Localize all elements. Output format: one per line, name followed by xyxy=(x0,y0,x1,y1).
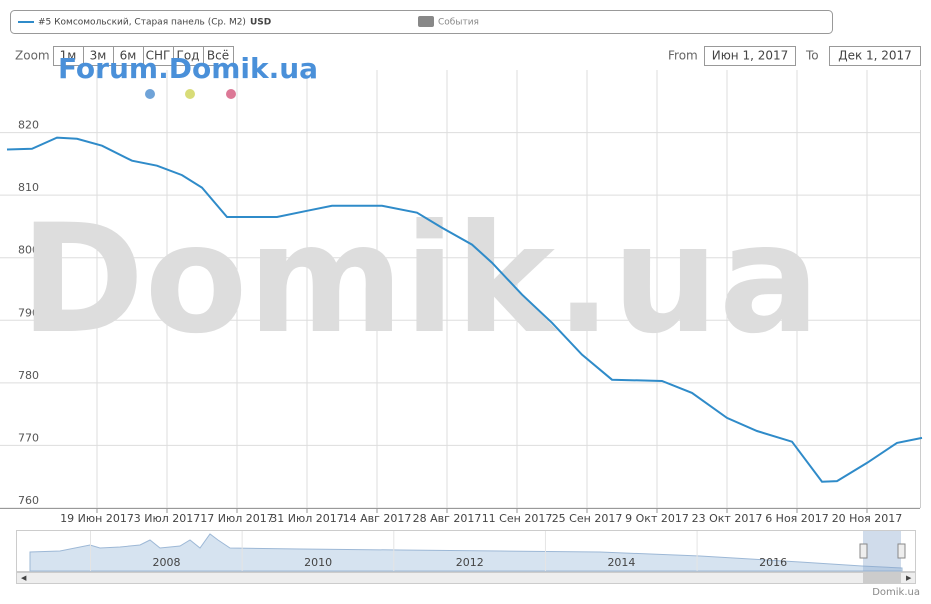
y-tick-label: 770 xyxy=(18,431,39,444)
x-tick-label: 28 Авг 2017 xyxy=(413,512,482,525)
x-tick-label: 20 Ноя 2017 xyxy=(832,512,903,525)
navigator-axis: 2008 2010 2012 2014 2016 xyxy=(89,531,787,571)
zoom-button-label: 1м xyxy=(60,49,77,63)
legend-label[interactable]: #5 Комсомольский, Старая панель (Ср. М2) xyxy=(38,18,246,28)
navigator-tick-label: 2010 xyxy=(304,556,332,569)
dot xyxy=(145,89,155,99)
to-label: To xyxy=(805,49,819,63)
navigator-series xyxy=(29,533,903,572)
x-tick-label: 31 Июл 2017 xyxy=(270,512,344,525)
y-tick-label: 790 xyxy=(18,306,39,319)
x-tick-label: 17 Июл 2017 xyxy=(200,512,274,525)
dot xyxy=(226,89,236,99)
events-label[interactable]: События xyxy=(438,18,479,28)
from-value[interactable]: Июн 1, 2017 xyxy=(712,49,789,63)
zoom-button-label: 3м xyxy=(90,49,107,63)
from-input[interactable] xyxy=(704,46,796,66)
x-tick-label: 11 Сен 2017 xyxy=(482,512,553,525)
scrollbar[interactable] xyxy=(16,572,916,584)
zoom-buttons: 1м 3м 6м СНГ Год Всё xyxy=(53,46,234,66)
forum-watermark: Forum.Domik.ua xyxy=(58,52,318,85)
zoom-button-label: Год xyxy=(177,49,200,63)
navigator-handle[interactable] xyxy=(859,543,868,559)
scrollbar-thumb[interactable] xyxy=(863,573,901,583)
y-tick-label: 820 xyxy=(18,119,39,132)
navigator-tick-label: 2016 xyxy=(759,556,787,569)
zoom-button-label: СНГ xyxy=(146,49,171,63)
from-label: From xyxy=(668,49,698,63)
navigator-selection[interactable] xyxy=(863,531,901,571)
events-swatch xyxy=(418,16,434,27)
dot xyxy=(185,89,195,99)
navigator-tick-label: 2008 xyxy=(152,556,180,569)
legend-unit: USD xyxy=(250,18,271,28)
to-value[interactable]: Дек 1, 2017 xyxy=(838,49,912,63)
scroll-right[interactable]: ▶ xyxy=(906,574,912,582)
x-tick-label: 6 Ноя 2017 xyxy=(765,512,829,525)
navigator-handle[interactable] xyxy=(897,543,906,559)
zoom-button-label: 6м xyxy=(120,49,137,63)
x-tick-label: 23 Окт 2017 xyxy=(692,512,763,525)
y-tick-label: 780 xyxy=(18,369,39,382)
plot xyxy=(6,136,923,483)
x-tick-label: 3 Июл 2017 xyxy=(134,512,201,525)
y-tick-label: 810 xyxy=(18,181,39,194)
y-tick-label: 800 xyxy=(18,244,39,257)
credits: Domik.ua xyxy=(872,587,920,598)
y-tick-label: 760 xyxy=(18,494,39,507)
zoom-button[interactable] xyxy=(203,46,234,66)
x-tick-label: 25 Сен 2017 xyxy=(552,512,623,525)
x-tick-label: 14 Авг 2017 xyxy=(343,512,412,525)
to-input[interactable] xyxy=(829,46,921,66)
zoom-label: Zoom xyxy=(15,49,50,63)
x-tick-label: 19 Июн 2017 xyxy=(60,512,134,525)
navigator-tick-label: 2012 xyxy=(456,556,484,569)
zoom-button-label: Всё xyxy=(207,49,229,63)
x-tick-label: 9 Окт 2017 xyxy=(625,512,689,525)
scroll-left[interactable]: ◀ xyxy=(21,574,27,582)
navigator-tick-label: 2014 xyxy=(607,556,635,569)
series-line xyxy=(6,136,923,483)
watermark: Domik.ua xyxy=(20,193,820,367)
